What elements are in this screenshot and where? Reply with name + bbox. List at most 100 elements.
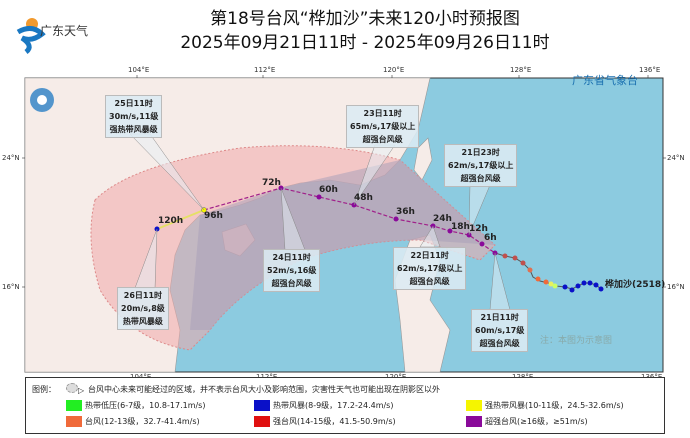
callout-level: 超强台风级: [479, 339, 520, 348]
legend-item-ts: 热带风暴(8-9级，17.2-24.4m/s): [254, 400, 393, 411]
swatch: [466, 416, 482, 427]
callout-level: 热带风暴级: [122, 317, 163, 326]
callout-level: 超强台风级: [271, 279, 312, 288]
callout-wind: 62m/s,17级以上: [448, 161, 514, 170]
swatch: [254, 416, 270, 427]
legend-label: 图例：: [32, 385, 56, 394]
callout-time: 25日11时: [114, 99, 153, 108]
past-point: [527, 267, 533, 273]
lon-tick: 104°E: [128, 66, 150, 74]
callout-wind: 62m/s,17级以上: [397, 264, 463, 273]
logo-text: 广东天气: [40, 24, 89, 38]
swatch: [466, 400, 482, 411]
past-point: [552, 283, 558, 289]
legend-item-label: 热带低压(6-7级，10.8-17.1m/s): [85, 401, 206, 410]
past-point: [569, 287, 575, 293]
forecast-track-line: [156, 209, 205, 230]
swatch: [66, 416, 82, 427]
legend-item-ty: 台风(12-13级，32.7-41.4m/s): [66, 416, 200, 427]
callout-wind: 20m/s,8级: [121, 304, 165, 313]
point-60h: [316, 194, 322, 200]
callout-time: 21日11时: [480, 313, 519, 322]
lon-tick: 128°E: [510, 66, 532, 74]
legend-area-note: 台风中心未来可能经过的区域，并不表示台风大小及影响范围，灾害性天气也可能出现在阴…: [88, 385, 440, 394]
map-title: 第18号台风“桦加沙”未来120小时预报图: [210, 9, 520, 29]
callout-21d23h: 21日23时 62m/s,17级以上 超强台风级: [444, 144, 518, 187]
past-point: [512, 255, 518, 261]
legend-item-label: 强热带风暴(10-11级，24.5-32.6m/s): [485, 401, 624, 410]
lat-tick: 24°N: [667, 154, 685, 162]
callout-wind: 52m/s,16级: [267, 266, 317, 275]
lon-tick: 112°E: [254, 66, 276, 74]
past-point: [535, 276, 541, 282]
callout-23d11h: 23日11时 65m/s,17级以上 超强台风级: [346, 105, 420, 148]
legend: 图例： ▷ 台风中心未来可能经过的区域，并不表示台风大小及影响范围，灾害性天气也…: [25, 377, 665, 434]
typhoon-name: 桦加沙(2518): [605, 280, 666, 290]
legend-item-label: 台风(12-13级，32.7-41.4m/s): [85, 417, 200, 426]
point-label: 24h: [433, 214, 452, 224]
past-point: [502, 253, 508, 259]
legend-item-label: 超强台风(≥16级，≥51m/s): [485, 417, 588, 426]
callout-22d11h: 22日11时 62m/s,17级以上 超强台风级: [393, 247, 467, 290]
lon-tick: 136°E: [639, 66, 661, 74]
legend-item-label: 热带风暴(8-9级，17.2-24.4m/s): [273, 401, 394, 410]
point-label: 48h: [354, 193, 373, 203]
callout-level: 超强台风级: [362, 135, 403, 144]
point-label: 36h: [396, 207, 415, 217]
lat-tick: 16°N: [2, 283, 20, 291]
swatch: [66, 400, 82, 411]
past-point: [548, 281, 554, 287]
past-point: [581, 280, 587, 286]
point-36h: [393, 216, 399, 222]
point-label: 60h: [319, 185, 338, 195]
forecast-period: 2025年09月21日11时 - 2025年09月26日11时: [180, 33, 550, 53]
callout-time: 24日11时: [272, 253, 311, 262]
past-track-points: [502, 253, 604, 293]
callout-time: 21日23时: [461, 148, 500, 157]
legend-item-label: 强台风(14-15级，41.5-50.9m/s): [273, 417, 396, 426]
callout-wind: 30m/s,11级: [109, 112, 159, 121]
gd-meteorological-logo: [30, 88, 54, 112]
past-point: [593, 282, 599, 288]
callout-26d11h: 26日11时 20m/s,8级 热带风暴级: [117, 287, 169, 330]
legend-item-sty: 强台风(14-15级，41.5-50.9m/s): [254, 416, 396, 427]
point-18h: [447, 228, 453, 234]
point-6h: [479, 241, 485, 247]
point-label: 18h: [451, 222, 470, 232]
past-point: [575, 283, 581, 289]
schematic-note: 注：本图为示意图: [540, 336, 613, 346]
legend-area-icon: ▷: [66, 383, 84, 395]
point-label: 72h: [262, 178, 281, 188]
swatch: [254, 400, 270, 411]
lat-tick: 24°N: [2, 154, 20, 162]
callout-wind: 65m/s,17级以上: [350, 122, 416, 131]
lat-tick: 16°N: [667, 283, 685, 291]
point-label: 120h: [158, 216, 184, 226]
legend-item-sts: 强热带风暴(10-11级，24.5-32.6m/s): [466, 400, 624, 411]
forecast-track-line: [203, 187, 496, 254]
callout-21d11h: 21日11时 60m/s,17级 超强台风级: [471, 309, 529, 352]
point-label: 6h: [484, 233, 497, 243]
callout-level: 强热带风暴级: [109, 125, 158, 134]
callout-25d11h: 25日11时 30m/s,11级 强热带风暴级: [105, 95, 163, 138]
callout-time: 22日11时: [410, 251, 449, 260]
point-label: 96h: [204, 211, 223, 221]
callout-time: 26日11时: [123, 291, 163, 300]
point-label: 12h: [469, 224, 488, 234]
past-point: [587, 280, 593, 286]
callout-wind: 60m/s,17级: [475, 326, 525, 335]
past-point: [562, 284, 568, 290]
taiwan-island: [413, 137, 433, 181]
callout-24d11h: 24日11时 52m/s,16级 超强台风级: [263, 249, 321, 292]
past-point: [520, 260, 526, 266]
past-point: [598, 286, 604, 292]
callout-level: 超强台风级: [460, 174, 501, 183]
past-point: [543, 279, 549, 285]
guangdong-weather-logo: [12, 14, 100, 54]
uncertainty-shadow: [190, 160, 495, 330]
legend-item-super-ty: 超强台风(≥16级，≥51m/s): [466, 416, 588, 427]
callout-level: 超强台风级: [409, 277, 450, 286]
callout-pointers: [129, 133, 511, 311]
callout-time: 23日11时: [363, 109, 402, 118]
